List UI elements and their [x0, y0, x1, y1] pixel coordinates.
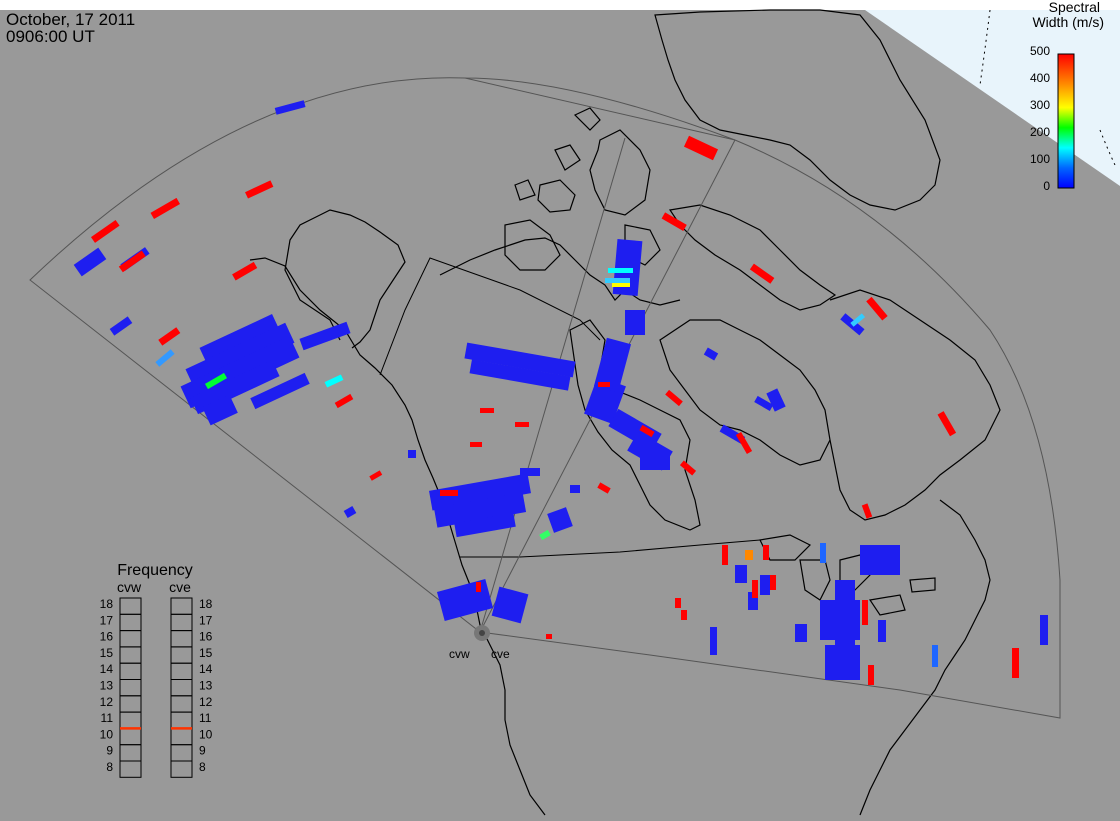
- frequency-tick-right-16: 16: [199, 630, 213, 644]
- boundaries: [379, 257, 761, 558]
- frequency-title: Frequency: [117, 562, 193, 579]
- colorbar-gradient: [1057, 53, 1075, 189]
- echo-cluster-high-width: [90, 135, 1019, 685]
- frequency-tick-right-8: 8: [199, 760, 206, 774]
- frequency-tick-left-8: 8: [106, 760, 113, 774]
- frequency-tick-right-13: 13: [199, 679, 213, 693]
- frequency-tick-left-10: 10: [100, 727, 114, 741]
- frequency-tick-right-9: 9: [199, 744, 206, 758]
- frequency-tick-left-15: 15: [100, 646, 114, 660]
- radar-echoes: [73, 100, 1048, 685]
- colorbar: Spectral Width (m/s) 500 400 300 200 100…: [1030, 0, 1104, 193]
- frequency-tick-right-11: 11: [199, 711, 212, 725]
- frequency-scale-right: 18 17 16 15 14 13 12 11 10 9 8: [199, 597, 213, 774]
- frequency-tick-left-17: 17: [100, 613, 114, 627]
- time-label: 0906:00 UT: [6, 27, 95, 46]
- colorbar-tick-100: 100: [1030, 152, 1050, 166]
- colorbar-title-line2: Width (m/s): [1032, 14, 1104, 30]
- latitude-dotted-line: [979, 9, 991, 86]
- frequency-cell-east-8: [170, 760, 193, 778]
- colorbar-tick-400: 400: [1030, 71, 1050, 85]
- echo-cluster-mid-width: [155, 268, 938, 667]
- date-label: October, 17 2011: [6, 10, 135, 29]
- frequency-tick-left-18: 18: [100, 597, 114, 611]
- frequency-tick-left-12: 12: [100, 695, 114, 709]
- frequency-tick-left-16: 16: [100, 630, 114, 644]
- radar-label-east: cve: [491, 647, 510, 661]
- frequency-scale-left: 18 17 16 15 14 13 12 11 10 9 8: [100, 597, 114, 774]
- colorbar-tick-300: 300: [1030, 98, 1050, 112]
- radar-label-west: cvw: [449, 647, 470, 661]
- frequency-tick-left-11: 11: [101, 711, 114, 725]
- polar-region: [865, 10, 1120, 186]
- frequency-tick-left-14: 14: [100, 662, 114, 676]
- frequency-col-east: cve: [169, 579, 191, 595]
- colorbar-title-line1: Spectral: [1049, 0, 1100, 15]
- frequency-tick-right-12: 12: [199, 695, 213, 709]
- frequency-col-west: cvw: [117, 579, 142, 595]
- colorbar-tick-0: 0: [1043, 179, 1050, 193]
- frequency-boxes: [119, 597, 193, 778]
- frequency-tick-right-15: 15: [199, 646, 213, 660]
- colorbar-tick-500: 500: [1030, 44, 1050, 58]
- frequency-tick-right-17: 17: [199, 613, 213, 627]
- frequency-tick-left-13: 13: [100, 679, 114, 693]
- echo-cluster-low-width: [73, 100, 1048, 680]
- frequency-panel: Frequency cvw cve 18 17 16 15 14 13 12 11 10 9 8 1…: [100, 562, 213, 778]
- frequency-tick-right-14: 14: [199, 662, 213, 676]
- frequency-tick-right-10: 10: [199, 727, 213, 741]
- frequency-tick-left-9: 9: [106, 744, 113, 758]
- colorbar-tick-200: 200: [1030, 125, 1050, 139]
- frequency-tick-right-18: 18: [199, 597, 213, 611]
- top-margin: [0, 0, 1120, 10]
- frequency-cell-west-8: [119, 760, 142, 778]
- radar-site-dot: [479, 630, 485, 636]
